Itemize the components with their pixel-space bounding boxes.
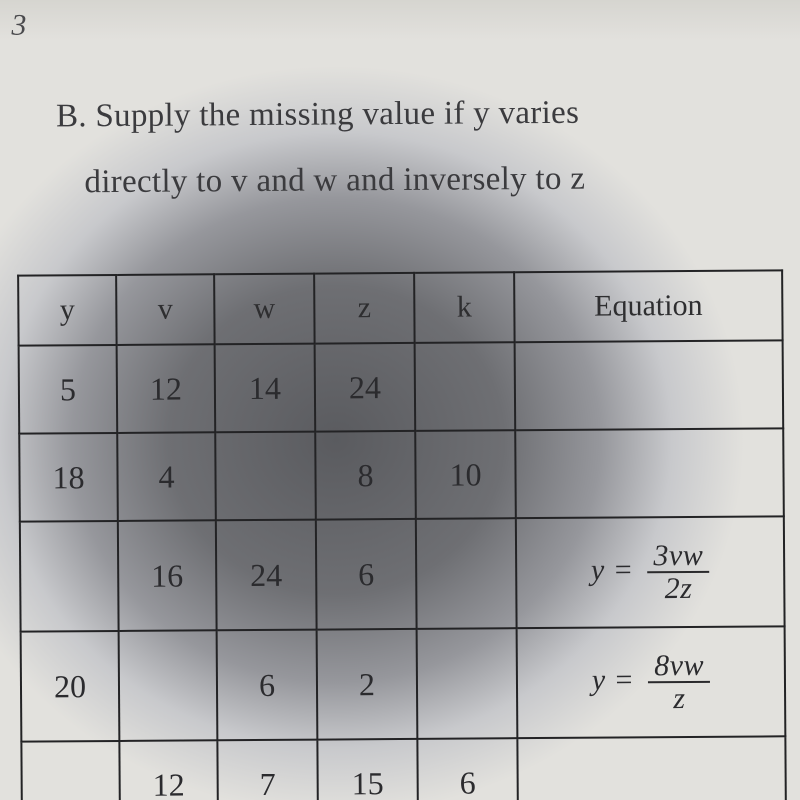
- cell-k: [417, 628, 518, 739]
- table-row: 20 6 2 y = 8vw z: [21, 626, 786, 741]
- header-w: w: [214, 274, 314, 345]
- cell-w: 24: [216, 520, 317, 631]
- cell-equation: y = 3vw 2z: [516, 516, 785, 628]
- cell-y: [20, 521, 119, 632]
- equation-numerator: 8vw: [648, 649, 710, 683]
- cell-y: [21, 741, 120, 800]
- cell-k: [415, 342, 516, 431]
- cell-y: 18: [19, 433, 118, 522]
- cell-z: 2: [317, 629, 418, 740]
- cell-k: 10: [415, 430, 516, 519]
- cell-v: 16: [118, 520, 217, 631]
- cell-v: 12: [119, 740, 218, 800]
- problem-instruction: B. Supply the missing value if y varies …: [56, 79, 799, 215]
- cell-v: [119, 630, 218, 741]
- cell-w: 7: [217, 740, 318, 800]
- equation-fraction: 3vw 2z: [647, 539, 709, 604]
- cell-y: 20: [21, 631, 120, 742]
- cell-y: 5: [19, 345, 118, 434]
- page-corner-number: 3: [11, 9, 26, 43]
- equation-numerator: 3vw: [647, 539, 709, 573]
- equation-denominator: 2z: [648, 573, 710, 605]
- table-row: 18 4 8 10: [19, 428, 784, 521]
- instruction-line-2: directly to v and w and inversely to z: [84, 146, 798, 215]
- header-z: z: [314, 273, 414, 344]
- equation-denominator: z: [648, 683, 710, 715]
- worksheet-page: 3 B. Supply the missing value if y varie…: [0, 0, 800, 800]
- header-v: v: [116, 274, 214, 345]
- cell-equation: [515, 340, 784, 430]
- equation-prefix: y =: [592, 663, 635, 696]
- cell-k: [416, 518, 517, 629]
- table-row: 5 12 14 24: [19, 340, 784, 433]
- cell-w: 6: [217, 630, 318, 741]
- equation-fraction: 8vw z: [648, 649, 710, 714]
- instruction-line-1: B. Supply the missing value if y varies: [56, 79, 798, 149]
- cell-equation: [517, 736, 786, 800]
- cell-v: 12: [117, 344, 216, 433]
- variation-table: y v w z k Equation 5 12 14 24 18 4 8: [17, 269, 787, 800]
- cell-z: 24: [315, 343, 416, 432]
- table-row: 12 7 15 6: [21, 736, 786, 800]
- equation-prefix: y =: [591, 553, 634, 586]
- cell-z: 6: [316, 519, 417, 630]
- cell-z: 8: [315, 431, 416, 520]
- header-equation: Equation: [514, 270, 782, 342]
- cell-equation: [515, 428, 784, 518]
- cell-k: 6: [417, 738, 518, 800]
- cell-w: [215, 432, 316, 521]
- table-header-row: y v w z k Equation: [18, 270, 782, 345]
- cell-w: 14: [215, 344, 316, 433]
- header-y: y: [18, 275, 116, 346]
- cell-equation: y = 8vw z: [517, 626, 786, 738]
- cell-v: 4: [117, 432, 216, 521]
- cell-z: 15: [317, 739, 418, 800]
- table-row: 16 24 6 y = 3vw 2z: [20, 516, 785, 631]
- header-k: k: [414, 272, 514, 343]
